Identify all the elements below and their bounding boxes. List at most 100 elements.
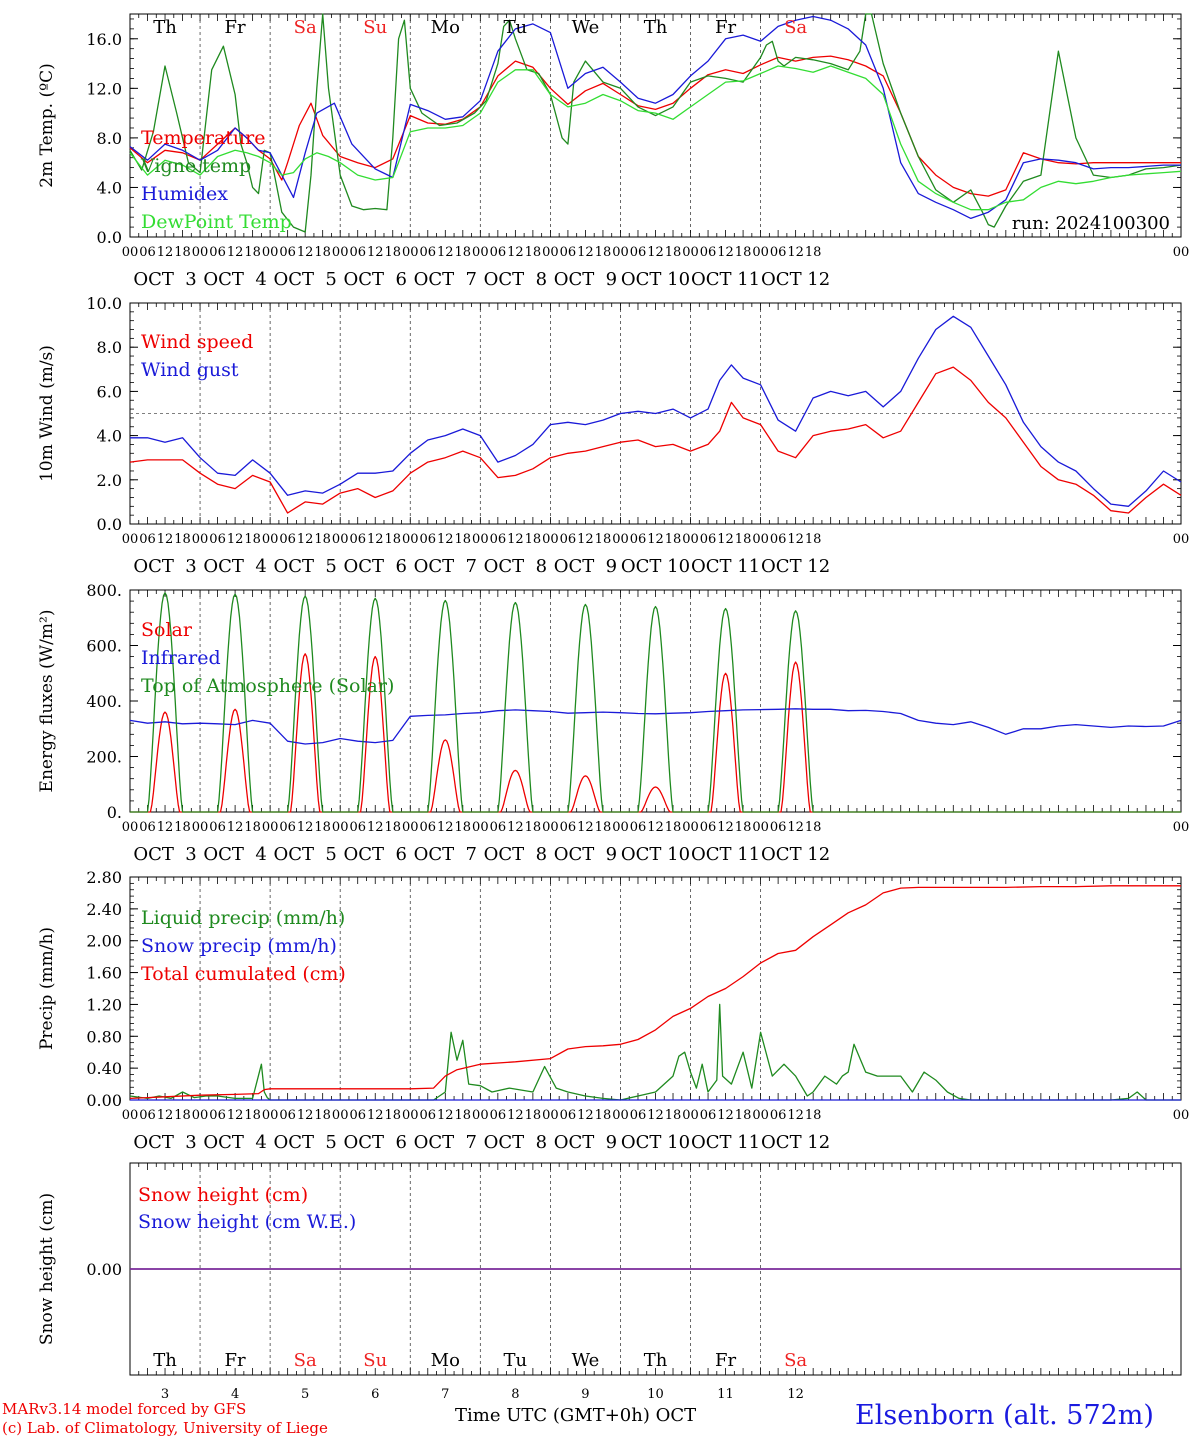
day-number-label: 9 xyxy=(581,1387,589,1402)
hour-tick-label: 18 xyxy=(244,245,261,260)
day-number-label: 10 xyxy=(647,1387,664,1402)
date-label: OCT 6 xyxy=(344,269,407,290)
hour-tick-label: 12 xyxy=(297,820,314,835)
y-tick-label: 800. xyxy=(86,581,122,600)
hour-tick-label: 18 xyxy=(244,820,261,835)
y-tick-label: 400. xyxy=(86,692,122,711)
hour-tick-label: 00 xyxy=(332,820,349,835)
hour-tick-label: 06 xyxy=(490,532,507,547)
hour-tick-label: 12 xyxy=(157,245,174,260)
hour-tick-label: 12 xyxy=(507,532,524,547)
hour-tick-label: 18 xyxy=(735,532,752,547)
date-label: OCT 4 xyxy=(203,269,266,290)
hour-tick-label: 06 xyxy=(420,532,437,547)
lab-credit: (c) Lab. of Climatology, University of L… xyxy=(2,1419,328,1437)
hour-tick-label: 06 xyxy=(420,1108,437,1123)
hour-tick-label: 18 xyxy=(805,532,822,547)
hour-tick-label: 18 xyxy=(174,245,191,260)
hour-tick-label: 00 xyxy=(612,820,629,835)
hour-tick-label: 06 xyxy=(139,532,156,547)
hour-tick-label: 18 xyxy=(665,532,682,547)
hour-tick-label: 18 xyxy=(174,532,191,547)
y-tick-label: 200. xyxy=(86,748,122,767)
hour-tick-label: 12 xyxy=(367,1108,384,1123)
legend-entry: Temperature xyxy=(141,127,265,149)
hour-tick-label: 12 xyxy=(367,820,384,835)
hour-tick-label: 18 xyxy=(384,245,401,260)
date-label: OCT 8 xyxy=(484,844,547,865)
y-tick-label: 4.0 xyxy=(97,427,122,446)
series-line-wind-gust xyxy=(130,315,1182,507)
day-name-label: Sa xyxy=(784,17,807,38)
hour-tick-label: 12 xyxy=(227,532,244,547)
panel-frame xyxy=(129,13,1182,238)
hour-tick-label: 12 xyxy=(297,532,314,547)
hour-tick-label: 18 xyxy=(595,1108,612,1123)
model-credit: MARv3.14 model forced by GFS xyxy=(2,1400,247,1418)
date-label: OCT 11 xyxy=(691,844,760,865)
legend-entry: Liquid precip (mm/h) xyxy=(141,907,345,929)
day-name-label: Fr xyxy=(715,1350,736,1371)
hour-tick-label: 18 xyxy=(455,1108,472,1123)
hour-tick-label: 06 xyxy=(490,1108,507,1123)
hour-tick-label: 06 xyxy=(349,245,366,260)
hour-tick-label: 18 xyxy=(174,1108,191,1123)
hour-tick-label: 18 xyxy=(525,1108,542,1123)
date-label: OCT 3 xyxy=(133,556,196,577)
hour-tick-label: 00 xyxy=(332,532,349,547)
hour-tick-label: 00 xyxy=(332,245,349,260)
hour-tick-label: 12 xyxy=(297,1108,314,1123)
y-tick-label: 2.80 xyxy=(86,868,122,887)
hour-tick-label: 06 xyxy=(630,1108,647,1123)
hour-tick-label: 00 xyxy=(752,820,769,835)
hour-tick-label: 06 xyxy=(560,245,577,260)
hour-tick-label: 00 xyxy=(542,532,559,547)
hour-tick-label: 06 xyxy=(770,245,787,260)
date-label: OCT 10 xyxy=(621,844,690,865)
date-label: OCT 9 xyxy=(554,556,617,577)
date-label: OCT 11 xyxy=(691,1132,760,1153)
hour-tick-label: 18 xyxy=(805,245,822,260)
hour-tick-label: 12 xyxy=(647,532,664,547)
legend-entry: Snow height (cm W.E.) xyxy=(138,1211,356,1233)
hour-tick-label: 18 xyxy=(244,1108,261,1123)
y-tick-label: 0.0 xyxy=(97,515,122,534)
hour-tick-label: 00 xyxy=(262,532,279,547)
hour-tick-label: 12 xyxy=(577,532,594,547)
legend-entry: DewPoint Temp xyxy=(141,211,292,233)
hour-tick-label: 00 xyxy=(752,245,769,260)
date-label: OCT 8 xyxy=(484,269,547,290)
hour-tick-label: 12 xyxy=(507,820,524,835)
hour-tick-label: 06 xyxy=(560,820,577,835)
day-number-label: 8 xyxy=(511,1387,519,1402)
date-label: OCT 12 xyxy=(761,1132,830,1153)
legend-entry: Wind gust xyxy=(141,359,239,381)
hour-tick-label: 00 xyxy=(332,1108,349,1123)
hour-tick-label: 18 xyxy=(314,820,331,835)
date-label: OCT 8 xyxy=(484,1132,547,1153)
run-label: run: 2024100300 xyxy=(1012,213,1170,234)
hour-tick-label: 12 xyxy=(157,1108,174,1123)
legend-entry: Snow height (cm) xyxy=(138,1184,308,1206)
hour-tick-label: 18 xyxy=(595,820,612,835)
series-line-wind-speed xyxy=(129,366,1182,514)
date-label: OCT 9 xyxy=(554,1132,617,1153)
date-label: OCT 10 xyxy=(621,269,690,290)
hour-tick-label: 06 xyxy=(700,1108,717,1123)
date-label: OCT 10 xyxy=(621,556,690,577)
day-name-label: Th xyxy=(644,17,668,38)
date-label: OCT 11 xyxy=(691,269,760,290)
hour-tick-label: 12 xyxy=(227,1108,244,1123)
hour-tick-label: 12 xyxy=(227,245,244,260)
day-name-label: Sa xyxy=(784,1350,807,1371)
hour-tick-label: 06 xyxy=(560,532,577,547)
x-axis-title: Time UTC (GMT+0h) OCT xyxy=(455,1405,697,1426)
hour-tick-label: 18 xyxy=(525,820,542,835)
hour-tick-label: 12 xyxy=(157,532,174,547)
day-name-label: Th xyxy=(153,1350,177,1371)
hour-tick-label: 12 xyxy=(787,820,804,835)
date-label: OCT 7 xyxy=(414,269,477,290)
hour-tick-label: 00 xyxy=(612,245,629,260)
series-line-temperature xyxy=(129,55,1181,197)
